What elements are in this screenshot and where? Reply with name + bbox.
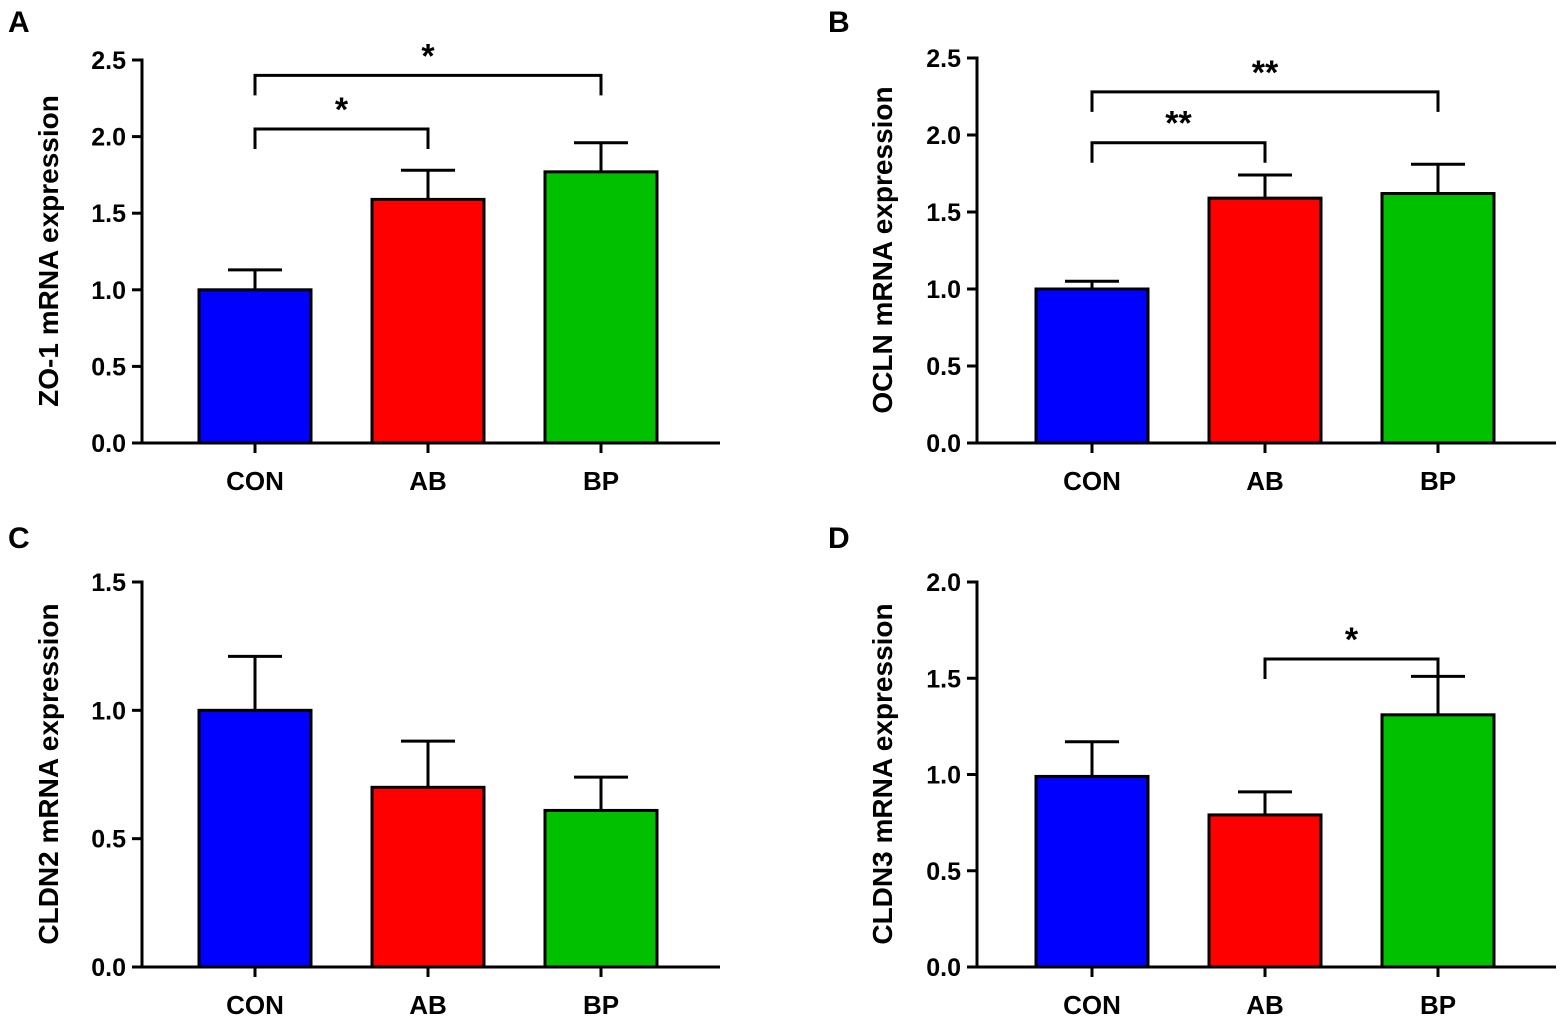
panel-b-y-tick-label: 1.0 <box>926 276 961 304</box>
panel-a-y-tick-label: 2.0 <box>91 124 126 152</box>
panel-a-bar-ab <box>370 197 486 445</box>
panel-d-y-tick-label: 2.0 <box>926 569 961 597</box>
panel-a-y-axis-label: ZO-1 mRNA expression <box>33 95 64 407</box>
panel-a-y-tick-label: 2.5 <box>91 47 126 75</box>
panel-b-y-tick-label: 0.0 <box>926 430 961 458</box>
panel-b-y-tick-label: 2.5 <box>926 45 961 73</box>
panel-b-x-tick-label: CON <box>1063 466 1121 496</box>
panel-c-y-tick-label: 1.5 <box>91 569 126 597</box>
panel-a-x-tick-label: CON <box>226 466 284 496</box>
panel-b-significance-bracket <box>1090 141 1267 163</box>
panel-a-y-tick-label: 0.5 <box>91 353 126 381</box>
panel-b-y-tick-label: 0.5 <box>926 353 961 381</box>
panel-b-y-tick-label: 2.0 <box>926 122 961 150</box>
panel-b-significance-label: ** <box>1165 105 1192 143</box>
panel-a-significance-label: * <box>421 37 435 75</box>
panel-d-significance-label: * <box>1345 621 1359 659</box>
panel-b-x-tick-label: BP <box>1420 466 1456 496</box>
panel-d-letter: D <box>828 522 850 555</box>
panel-b-bar-bp <box>1380 192 1496 445</box>
panel-d-y-tick-label: 0.0 <box>926 954 961 982</box>
panel-a-y-tick-label: 1.5 <box>91 200 126 228</box>
panel-a-x-tick-label: BP <box>583 466 619 496</box>
panel-d-y-tick-label: 1.0 <box>926 762 961 790</box>
panel-a-y-tick-label: 0.0 <box>91 430 126 458</box>
panel-a-bar-bp <box>543 170 659 445</box>
panel-c-bar-bp <box>543 808 659 969</box>
panel-c-bar-ab <box>370 785 486 969</box>
panel-d-bar-ab <box>1207 813 1323 969</box>
panel-a-significance-bracket <box>253 73 603 96</box>
panel-d-x-tick-label: CON <box>1063 990 1121 1017</box>
panel-b-bar-ab <box>1207 196 1323 445</box>
panel-d-y-tick-label: 1.5 <box>926 665 961 693</box>
panel-a-x-tick-label: AB <box>409 466 447 496</box>
panel-a-y-tick-label: 1.0 <box>91 277 126 305</box>
panel-c-bar-con <box>197 708 313 969</box>
panel-c-x-tick-label: CON <box>226 990 284 1017</box>
panel-d-bar-con <box>1034 774 1150 969</box>
panel-b-y-tick-label: 1.5 <box>926 199 961 227</box>
panel-c-x-tick-label: BP <box>583 990 619 1017</box>
panel-c-y-tick-label: 0.5 <box>91 826 126 854</box>
panel-d-x-tick-label: AB <box>1246 990 1284 1017</box>
panel-d-bar-bp <box>1380 713 1496 969</box>
panel-c-y-tick-label: 1.0 <box>91 697 126 725</box>
panel-a-significance-bracket <box>253 127 430 149</box>
panel-b-significance-label: ** <box>1252 54 1279 92</box>
panel-b-letter: B <box>828 6 850 39</box>
panel-a-significance-label: * <box>335 91 349 129</box>
panel-c-y-axis-label: CLDN2 mRNA expression <box>33 603 64 944</box>
panel-c-letter: C <box>8 522 30 555</box>
panel-d-y-tick-label: 0.5 <box>926 858 961 886</box>
panel-c-x-tick-label: AB <box>409 990 447 1017</box>
panel-b-significance-bracket <box>1090 90 1440 112</box>
panel-d-y-axis-label: CLDN3 mRNA expression <box>867 603 898 944</box>
panel-d-significance-bracket <box>1263 657 1440 679</box>
panel-b-x-tick-label: AB <box>1246 466 1284 496</box>
panel-a-letter: A <box>8 6 30 39</box>
panel-b-bar-con <box>1034 287 1150 445</box>
panel-b-y-axis-label: OCLN mRNA expression <box>867 86 898 413</box>
panel-a-bar-con <box>197 288 313 445</box>
panel-d-x-tick-label: BP <box>1420 990 1456 1017</box>
panel-c-y-tick-label: 0.0 <box>91 954 126 982</box>
